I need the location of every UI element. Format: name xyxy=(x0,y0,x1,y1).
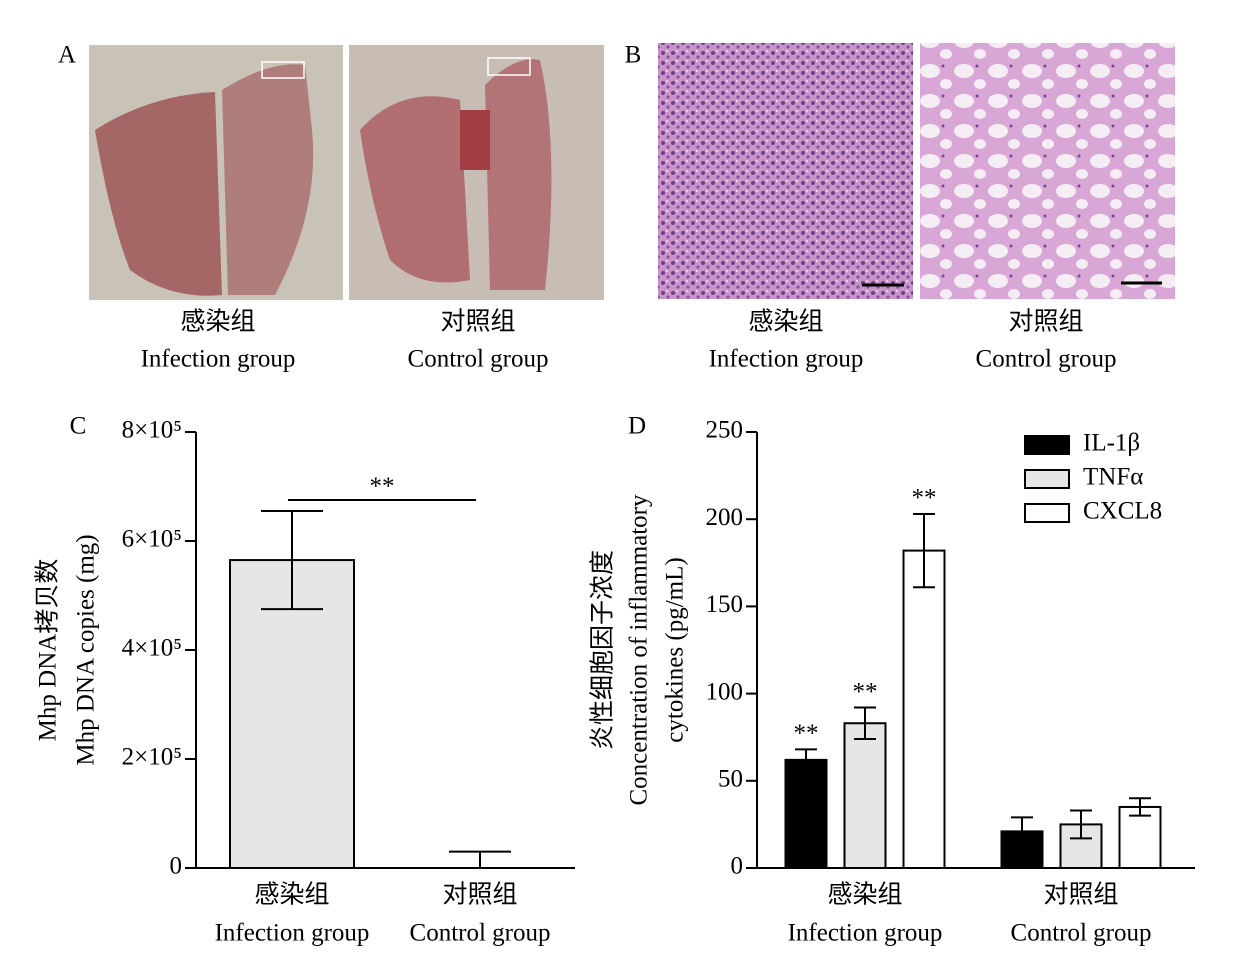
legend-swatch xyxy=(1024,503,1070,523)
histology-control xyxy=(920,43,1175,299)
bar xyxy=(843,722,887,869)
y-tick-label: 8×10⁵ xyxy=(122,417,182,444)
y-tick-label: 4×10⁵ xyxy=(122,635,182,662)
photo-control xyxy=(349,45,604,300)
x-tick-label-en: Control group xyxy=(1011,920,1152,947)
legend-swatch xyxy=(1024,435,1070,455)
y-tick-label: 50 xyxy=(718,766,743,793)
error-bar xyxy=(854,706,876,740)
x-tick-label: 感染组 xyxy=(254,881,329,909)
y-tick-label: 100 xyxy=(706,678,744,705)
caption-en: Control group xyxy=(976,346,1117,373)
caption-en: Control group xyxy=(408,346,549,373)
significance: ** xyxy=(853,678,878,705)
caption-en: Infection group xyxy=(141,346,296,373)
x-tick-label: 感染组 xyxy=(827,881,902,909)
x-tick-label: 对照组 xyxy=(1043,881,1118,909)
error-bar xyxy=(261,510,323,611)
y-axis-label: Concentration of inflammatory xyxy=(626,494,653,806)
significance: ** xyxy=(370,473,395,500)
caption-zh: 感染组 xyxy=(180,308,255,336)
y-tick-label: 2×10⁵ xyxy=(122,744,182,771)
bar xyxy=(784,758,828,870)
histology-infection xyxy=(658,43,913,299)
y-tick-label: 150 xyxy=(706,591,744,618)
y-axis-label: 炎性细胞因子浓度 xyxy=(589,550,617,750)
error-bar xyxy=(1011,816,1033,847)
x-tick-label: 对照组 xyxy=(442,881,517,909)
error-bar xyxy=(913,512,935,589)
y-axis-label: Mhp DNA copies (mg) xyxy=(73,534,100,765)
legend-label: TNFα xyxy=(1083,464,1143,491)
caption-zh: 对照组 xyxy=(1008,308,1083,336)
y-tick-label: 200 xyxy=(706,504,744,531)
caption-zh: 感染组 xyxy=(748,308,823,336)
x-tick-label-en: Infection group xyxy=(215,920,370,947)
caption-en: Infection group xyxy=(709,346,864,373)
caption-zh: 对照组 xyxy=(440,308,515,336)
significance: ** xyxy=(794,720,819,747)
y-axis-label: Mhp DNA拷贝数 xyxy=(34,559,62,742)
error-bar xyxy=(1129,797,1151,817)
photo-infection xyxy=(89,45,343,300)
panel-label: B xyxy=(625,42,642,69)
y-tick-label: 250 xyxy=(706,417,744,444)
significance: ** xyxy=(912,485,937,512)
y-axis-label: cytokines (pg/mL) xyxy=(662,557,689,742)
panel-label: A xyxy=(58,42,76,69)
legend-swatch xyxy=(1024,469,1070,489)
legend-label: IL-1β xyxy=(1083,430,1140,457)
panel-label: D xyxy=(628,413,646,440)
panel-label: C xyxy=(70,413,87,440)
bar xyxy=(1118,805,1162,870)
legend-label: CXCL8 xyxy=(1083,498,1162,525)
x-tick-label-en: Control group xyxy=(410,920,551,947)
y-tick-label: 0 xyxy=(731,853,744,880)
y-tick-label: 6×10⁵ xyxy=(122,526,182,553)
y-tick-label: 0 xyxy=(170,853,183,880)
bar xyxy=(229,559,355,869)
bar xyxy=(902,549,946,869)
error-bar xyxy=(1070,809,1092,840)
error-bar xyxy=(795,748,817,772)
error-bar xyxy=(449,850,511,868)
x-tick-label-en: Infection group xyxy=(788,920,943,947)
